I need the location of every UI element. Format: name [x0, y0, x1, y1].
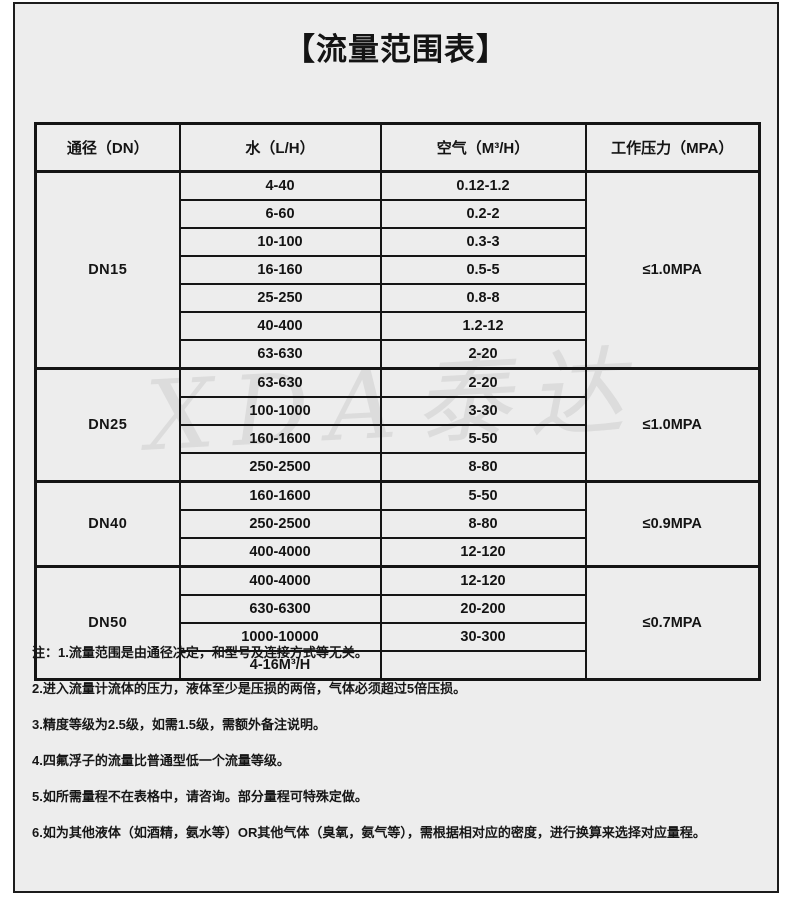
page-title: 【流量范围表】 [284, 32, 508, 67]
air-range-cell: 3-30 [379, 396, 587, 426]
water-range-cell: 63-630 [178, 367, 382, 398]
air-range-cell: 2-20 [379, 339, 587, 370]
air-range-cell: 2-20 [379, 367, 587, 398]
water-range-cell: 1000-10000 [178, 622, 382, 652]
table-row: 4-16M³/H [36, 650, 760, 681]
air-range-cell: 0.8-8 [379, 283, 587, 313]
note-3: 3.精度等级为2.5级，如需1.5级，需额外备注说明。 [32, 717, 326, 732]
water-range-cell: 250-2500 [178, 509, 382, 539]
air-range-cell: 5-50 [379, 480, 587, 511]
air-range-cell: 8-80 [379, 509, 587, 539]
air-range-cell: 0.5-5 [379, 255, 587, 285]
water-range-cell: 400-4000 [178, 537, 382, 568]
air-range-cell: 20-200 [379, 594, 587, 624]
table-header-row: 通径（DN） 水（L/H） 空气（M³/H） 工作压力（MPA） [34, 122, 761, 173]
air-range-cell: 0.2-2 [379, 199, 587, 229]
water-range-cell: 16-160 [178, 255, 382, 285]
air-range-cell: 0.3-3 [379, 227, 587, 257]
dn-cell: DN25 [34, 367, 181, 483]
table-row: 25-250 0.8-8 [36, 283, 760, 313]
table-row: DN50 400-4000 12-120 ≤0.7MPA [34, 565, 761, 681]
note-5: 5.如所需量程不在表格中，请咨询。部分量程可特殊定做。 [32, 789, 368, 804]
table-row: 250-2500 8-80 [36, 509, 760, 539]
air-range-cell: 5-50 [379, 424, 587, 454]
table-row: DN25 63-630 2-20 ≤1.0MPA [34, 367, 761, 483]
water-range-cell: 4-40 [178, 170, 382, 201]
dn-cell: DN15 [34, 170, 181, 370]
header-pressure: 工作压力（MPA） [584, 122, 761, 173]
water-range-cell: 4-16M³/H [178, 650, 382, 681]
air-range-cell: 12-120 [379, 565, 587, 596]
air-range-cell: 8-80 [379, 452, 587, 483]
note-6: 6.如为其他液体（如酒精，氨水等）OR其他气体（臭氧，氨气等），需根据相对应的密… [32, 825, 706, 840]
table-body: DN15 4-40 0.12-1.2 ≤1.0MPA 6-60 0.2-2 10-100 0.… [34, 170, 761, 681]
table-row: 160-1600 5-50 [36, 424, 760, 454]
table-row: 100-1000 3-30 [36, 396, 760, 426]
water-range-cell: 100-1000 [178, 396, 382, 426]
table-row: 10-100 0.3-3 [36, 227, 760, 257]
table-row: DN15 4-40 0.12-1.2 ≤1.0MPA [34, 170, 761, 370]
air-range-cell: 0.12-1.2 [379, 170, 587, 201]
pressure-cell: ≤1.0MPA [584, 367, 761, 483]
water-range-cell: 25-250 [178, 283, 382, 313]
pressure-cell: ≤1.0MPA [584, 170, 761, 370]
water-range-cell: 63-630 [178, 339, 382, 370]
flow-range-table: 通径（DN） 水（L/H） 空气（M³/H） 工作压力（MPA） DN15 4-4… [34, 122, 761, 681]
note-1: 注：1.流量范围是由通径决定，和型号及连接方式等无关。 [32, 645, 368, 660]
notes-section: 注：1.流量范围是由通径决定，和型号及连接方式等无关。 2.进入流量计流体的压力… [32, 646, 764, 862]
note-prefix: 注： [32, 645, 59, 660]
air-range-cell: 1.2-12 [379, 311, 587, 341]
header-water: 水（L/H） [178, 122, 382, 173]
note-4: 4.四氟浮子的流量比普通型低一个流量等级。 [32, 753, 290, 768]
water-range-cell: 10-100 [178, 227, 382, 257]
dn-cell: DN40 [34, 480, 181, 568]
dn-cell: DN50 [34, 565, 181, 681]
header-air: 空气（M³/H） [379, 122, 587, 173]
table-row: 630-6300 20-200 [36, 594, 760, 624]
air-range-cell: 30-300 [379, 622, 587, 652]
spec-panel: 【流量范围表】 XDA泰达 通径（DN） 水（L/H） 空气（M³/H） 工作压… [13, 2, 779, 893]
water-range-cell: 6-60 [178, 199, 382, 229]
water-range-cell: 250-2500 [178, 452, 382, 483]
pressure-cell: ≤0.7MPA [584, 565, 761, 681]
table-row: DN40 160-1600 5-50 ≤0.9MPA [34, 480, 761, 568]
water-range-cell: 40-400 [178, 311, 382, 341]
header-dn: 通径（DN） [34, 122, 181, 173]
air-range-cell [379, 650, 587, 681]
water-range-cell: 400-4000 [178, 565, 382, 596]
air-range-cell: 12-120 [379, 537, 587, 568]
pressure-cell: ≤0.9MPA [584, 480, 761, 568]
table-row: 6-60 0.2-2 [36, 199, 760, 229]
table-row: 1000-10000 30-300 [36, 622, 760, 652]
table-row: 16-160 0.5-5 [36, 255, 760, 285]
note-2: 2.进入流量计流体的压力，液体至少是压损的两倍，气体必须超过5倍压损。 [32, 681, 467, 696]
water-range-cell: 160-1600 [178, 424, 382, 454]
water-range-cell: 160-1600 [178, 480, 382, 511]
water-range-cell: 630-6300 [178, 594, 382, 624]
table-row: 40-400 1.2-12 [36, 311, 760, 341]
table-row: 63-630 2-20 [36, 339, 760, 370]
